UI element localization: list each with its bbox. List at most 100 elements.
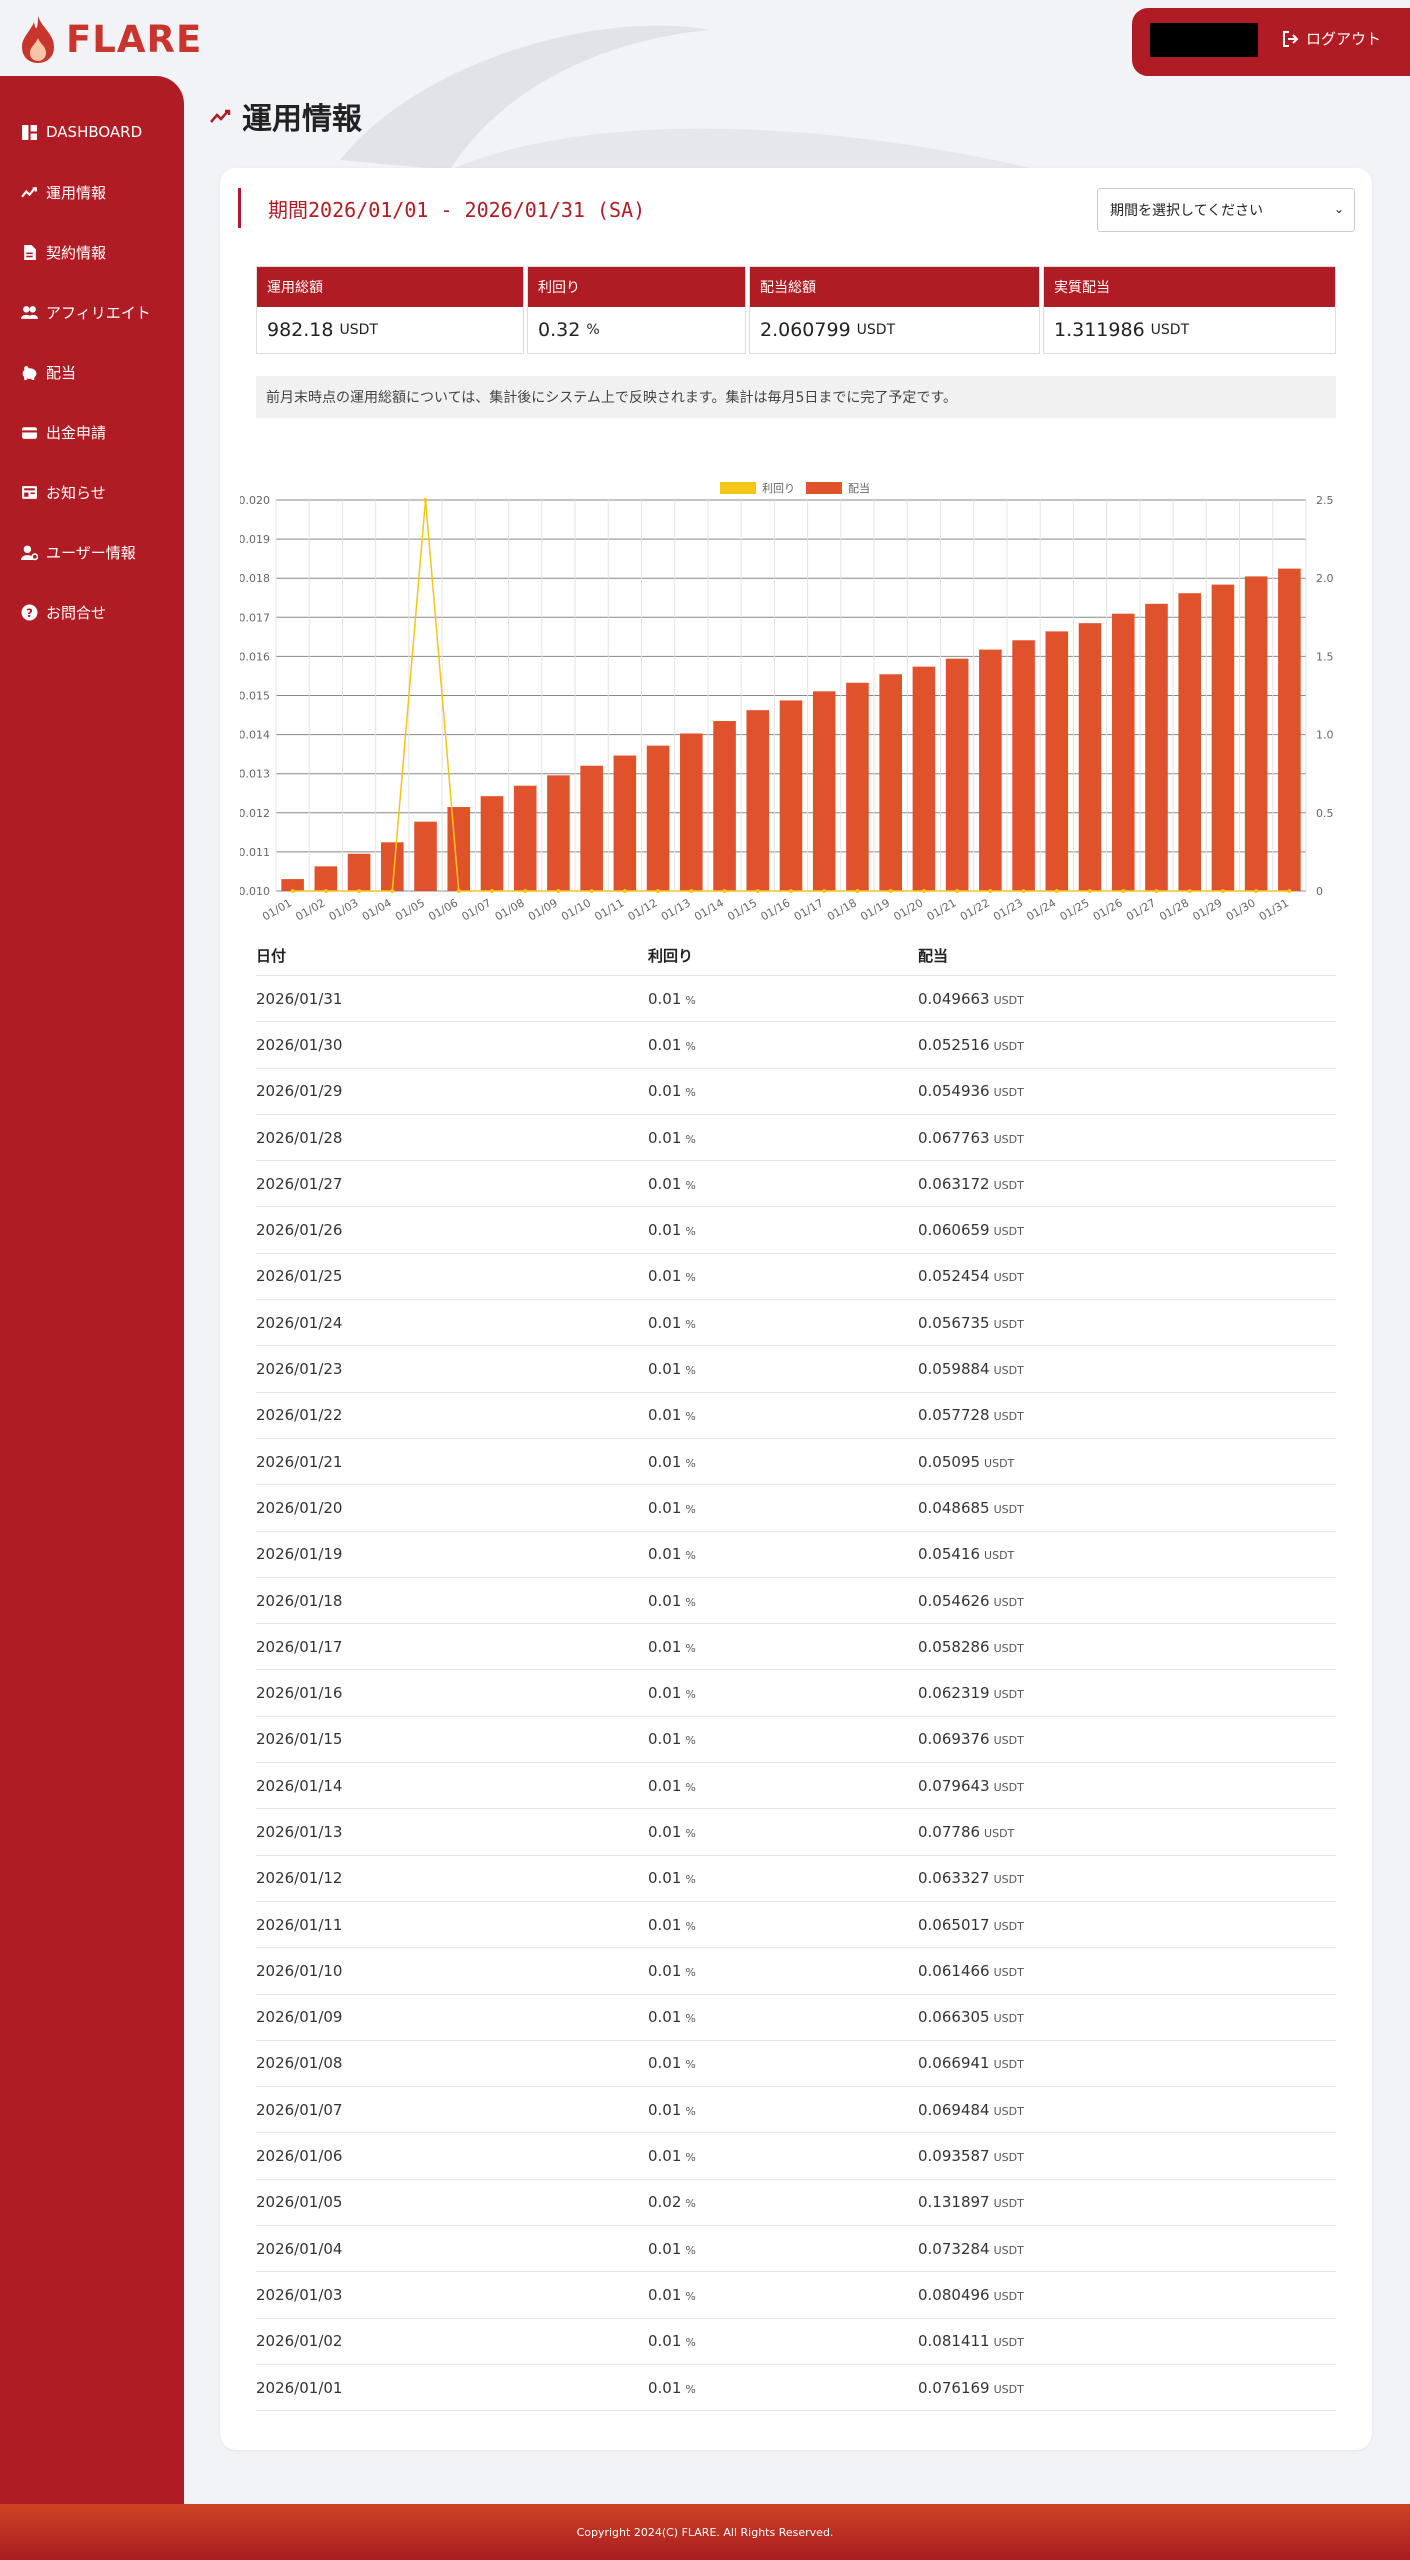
logout-button[interactable]: ログアウト	[1282, 28, 1381, 49]
logout-label: ログアウト	[1306, 30, 1382, 48]
yield-unit: %	[685, 2197, 696, 2211]
sidebar-item-label: DASHBOARD	[46, 123, 143, 141]
yield-value: 0.01	[648, 1684, 682, 1703]
sidebar-item-withdrawal[interactable]: 出金申請	[0, 402, 184, 462]
yield-value: 0.01	[648, 1035, 682, 1054]
cell-dividend: 0.05416 USDT	[918, 1545, 1336, 1563]
cell-yield: 0.01%	[648, 1777, 918, 1795]
cell-date: 2026/01/14	[256, 1776, 343, 1795]
point-yield	[489, 889, 494, 893]
cell-date: 2026/01/30	[256, 1035, 343, 1054]
sidebar-item-contact[interactable]: ? お問合せ	[0, 582, 184, 642]
cell-date: 2026/01/07	[256, 2100, 343, 2119]
dividend-unit: USDT	[993, 2243, 1024, 2257]
bar-dividend	[1244, 576, 1268, 891]
bar-dividend	[314, 866, 338, 891]
dividend-unit: USDT	[993, 1873, 1024, 1887]
yield-unit: %	[685, 2289, 696, 2303]
point-yield	[456, 889, 461, 893]
table-row: 2026/01/17 0.01% 0.058286 USDT	[256, 1624, 1336, 1671]
dividend-unit: USDT	[993, 2289, 1024, 2303]
dividend-unit: USDT	[993, 2151, 1024, 2165]
sidebar-item-news[interactable]: お知らせ	[0, 462, 184, 522]
piggy-bank-icon	[20, 363, 38, 381]
sidebar-item-dashboard[interactable]: DASHBOARD	[0, 102, 184, 162]
dividend-unit: USDT	[993, 1919, 1024, 1933]
dividend-value: 0.058286	[918, 1637, 990, 1656]
dividend-unit: USDT	[993, 1410, 1024, 1424]
yield-unit: %	[685, 1364, 696, 1378]
cell-date: 2026/01/06	[256, 2147, 343, 2166]
table-row: 2026/01/09 0.01% 0.066305 USDT	[256, 1995, 1336, 2041]
table-row: 2026/01/04 0.01% 0.073284 USDT	[256, 2226, 1336, 2273]
point-yield	[656, 889, 661, 893]
sidebar-item-dividend[interactable]: 配当	[0, 342, 184, 402]
dividend-value: 0.052454	[918, 1267, 990, 1286]
yield-unit: %	[685, 1641, 696, 1655]
table-row: 2026/01/02 0.01% 0.081411 USDT	[256, 2319, 1336, 2365]
cell-yield: 0.01%	[648, 2054, 918, 2072]
bar-dividend	[613, 755, 637, 891]
point-yield	[1021, 889, 1026, 893]
table-header: 日付 利回り 配当	[256, 936, 1336, 976]
logout-icon	[1283, 30, 1299, 47]
yield-unit: %	[685, 1688, 696, 1702]
y-left-tick-label: 0.016	[240, 650, 270, 663]
cell-date: 2026/01/27	[256, 1174, 343, 1193]
cell-yield: 0.01%	[648, 2286, 918, 2304]
cell-date: 2026/01/22	[256, 1406, 343, 1425]
dividend-chart: 0.010 0.011 0.012 0.013 0.014 0.015 0.016 0.017…	[239, 468, 1360, 948]
dividend-value: 0.073284	[918, 2239, 990, 2258]
bar-dividend	[945, 658, 969, 891]
point-yield	[390, 889, 395, 893]
svg-text:?: ?	[26, 605, 33, 619]
x-tick-label: 01/03	[327, 896, 361, 923]
dividend-unit: USDT	[984, 1549, 1015, 1563]
chart-svg: 0.010 0.011 0.012 0.013 0.014 0.015 0.016 0.017…	[239, 481, 1334, 923]
bar-dividend	[347, 853, 371, 891]
document-icon	[20, 243, 38, 261]
yield-value: 0.01	[648, 1498, 682, 1517]
dividend-unit: USDT	[993, 1641, 1024, 1655]
yield-value: 0.01	[648, 2285, 682, 2304]
cell-dividend: 0.079643 USDT	[918, 1777, 1336, 1795]
cell-date: 2026/01/19	[256, 1545, 343, 1564]
y-left-tick-label: 0.014	[240, 729, 270, 742]
sidebar-item-label: 配当	[46, 363, 77, 382]
sidebar-item-user-info[interactable]: ユーザー情報	[0, 522, 184, 582]
cell-yield: 0.02%	[648, 2193, 918, 2211]
sidebar-item-contract[interactable]: 契約情報	[0, 222, 184, 282]
sidebar-item-operations[interactable]: 運用情報	[0, 162, 184, 222]
cell-yield: 0.01%	[648, 1962, 918, 1980]
yield-value: 0.01	[648, 1221, 682, 1240]
legend-label-yield: 利回り	[762, 482, 795, 495]
yield-value: 0.01	[648, 2332, 682, 2351]
cell-dividend: 0.05095 USDT	[918, 1453, 1336, 1471]
x-tick-label: 01/01	[260, 896, 294, 923]
dividend-value: 0.07786	[918, 1822, 981, 1841]
sidebar-item-label: お問合せ	[46, 603, 107, 622]
cell-dividend: 0.066305 USDT	[918, 2008, 1336, 2026]
yield-unit: %	[685, 1780, 696, 1794]
point-yield	[955, 889, 960, 893]
stat-net-dividend: 実質配当 1.311986 USDT	[1043, 266, 1336, 354]
yield-value: 0.01	[648, 1360, 682, 1379]
point-yield	[689, 889, 694, 893]
yield-unit: %	[685, 2012, 696, 2026]
dividend-unit: USDT	[993, 993, 1024, 1007]
cell-dividend: 0.048685 USDT	[918, 1499, 1336, 1517]
period-select[interactable]: 期間を選択してください ⌄	[1097, 188, 1355, 232]
cell-date: 2026/01/10	[256, 1961, 343, 1980]
yield-value: 0.01	[648, 989, 682, 1008]
x-tick-label: 01/16	[759, 896, 793, 923]
cell-yield: 0.01%	[648, 1360, 918, 1378]
cell-date: 2026/01/18	[256, 1591, 343, 1610]
cell-yield: 0.01%	[648, 1175, 918, 1193]
top-bar: FLARE ログアウト	[0, 0, 1410, 76]
x-tick-label: 01/26	[1091, 896, 1125, 923]
stat-total-operation: 運用総額 982.18 USDT	[256, 266, 524, 354]
sidebar-item-affiliate[interactable]: アフィリエイト	[0, 282, 184, 342]
dividend-unit: USDT	[993, 2336, 1024, 2350]
table-row: 2026/01/25 0.01% 0.052454 USDT	[256, 1254, 1336, 1301]
brand-logo[interactable]: FLARE	[20, 14, 202, 64]
